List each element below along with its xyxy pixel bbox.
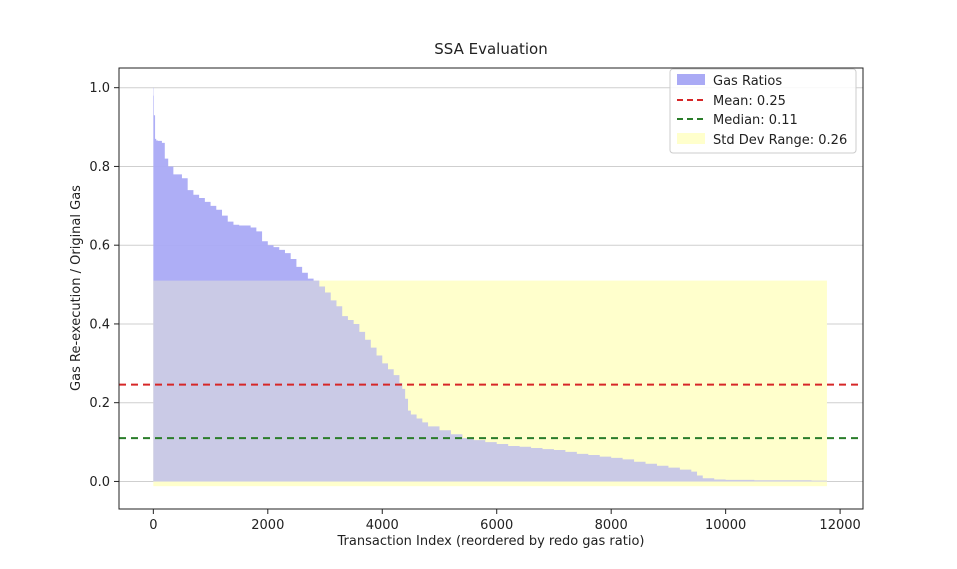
legend-swatch-std-dev bbox=[677, 133, 705, 144]
reference-lines bbox=[119, 383, 863, 440]
y-axis-ticks: 0.0 0.2 0.4 0.6 0.8 1.0 bbox=[89, 81, 119, 490]
legend-box bbox=[669, 68, 857, 154]
legend: Gas Ratios Mean: 0.25 Median: 0.11 Std D… bbox=[669, 68, 857, 154]
x-tick-label: 0 bbox=[149, 518, 157, 533]
y-axis-label: Gas Re-execution / Original Gas bbox=[69, 185, 84, 391]
legend-label-gas-ratios: Gas Ratios bbox=[713, 74, 782, 89]
y-tick-label: 0.2 bbox=[89, 396, 110, 411]
y-tick-label: 1.0 bbox=[89, 81, 110, 96]
legend-label-std-dev: Std Dev Range: 0.26 bbox=[713, 133, 847, 148]
x-tick-label: 8000 bbox=[595, 518, 628, 533]
std-dev-band-overlay bbox=[153, 280, 827, 482]
x-tick-label: 6000 bbox=[480, 518, 513, 533]
legend-label-median: Median: 0.11 bbox=[713, 113, 798, 128]
gas-ratio-area bbox=[153, 87, 827, 482]
x-tick-label: 2000 bbox=[251, 518, 284, 533]
x-axis-ticks: 0 2000 4000 6000 8000 10000 12000 bbox=[149, 509, 861, 533]
gas-ratio-area-path bbox=[153, 87, 827, 482]
y-tick-label: 0.4 bbox=[89, 317, 110, 332]
plot-frame bbox=[118, 67, 864, 510]
y-tick-label: 0.6 bbox=[89, 239, 110, 254]
x-tick-label: 4000 bbox=[366, 518, 399, 533]
legend-label-mean: Mean: 0.25 bbox=[713, 94, 786, 109]
x-tick-label: 10000 bbox=[705, 518, 746, 533]
x-tick-label: 12000 bbox=[819, 518, 860, 533]
chart-title: SSA Evaluation bbox=[434, 40, 548, 58]
y-tick-label: 0.0 bbox=[89, 475, 110, 490]
x-axis-label: Transaction Index (reordered by redo gas… bbox=[337, 534, 645, 549]
legend-swatch-gas-ratios bbox=[677, 74, 705, 85]
y-tick-label: 0.8 bbox=[89, 160, 110, 175]
